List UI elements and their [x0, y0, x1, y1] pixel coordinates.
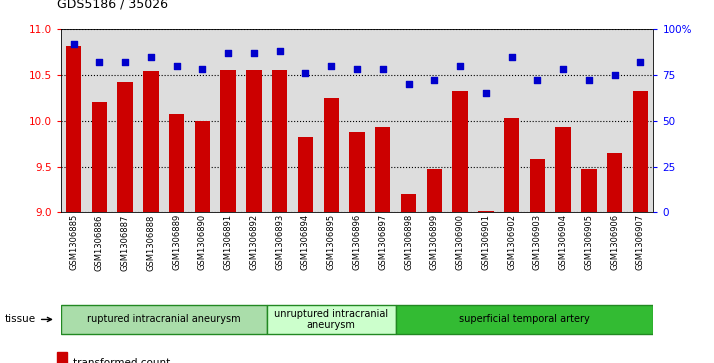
Bar [555, 127, 571, 212]
Text: GSM1306889: GSM1306889 [172, 214, 181, 270]
Bar [66, 45, 81, 212]
Point [94, 59, 105, 65]
Text: unruptured intracranial
aneurysm: unruptured intracranial aneurysm [274, 309, 388, 330]
Bar [323, 98, 339, 212]
Bar [298, 137, 313, 212]
Text: GSM1306888: GSM1306888 [146, 214, 156, 270]
Text: GSM1306894: GSM1306894 [301, 214, 310, 270]
Bar [530, 159, 545, 212]
Point [351, 66, 363, 72]
Text: GSM1306900: GSM1306900 [456, 214, 465, 270]
Bar [143, 71, 159, 212]
Text: GSM1306892: GSM1306892 [249, 214, 258, 270]
Text: GSM1306898: GSM1306898 [404, 214, 413, 270]
Text: GSM1306897: GSM1306897 [378, 214, 387, 270]
Bar [349, 132, 365, 212]
Text: GSM1306899: GSM1306899 [430, 214, 439, 270]
Bar [91, 102, 107, 212]
Point [635, 59, 646, 65]
Bar [478, 211, 493, 212]
Point [300, 70, 311, 76]
Bar [633, 91, 648, 212]
Point [171, 63, 182, 69]
Text: GSM1306905: GSM1306905 [584, 214, 593, 270]
Text: GDS5186 / 35026: GDS5186 / 35026 [57, 0, 168, 11]
Text: tissue: tissue [5, 314, 51, 325]
Bar [272, 70, 288, 212]
Point [609, 72, 620, 78]
Bar [117, 82, 133, 212]
Point [480, 90, 491, 96]
Point [68, 41, 79, 46]
Point [223, 50, 234, 56]
Bar [401, 194, 416, 212]
Text: GSM1306896: GSM1306896 [353, 214, 361, 270]
Text: GSM1306901: GSM1306901 [481, 214, 491, 270]
Point [532, 77, 543, 83]
Bar [221, 70, 236, 212]
Bar [504, 118, 519, 212]
Text: GSM1306906: GSM1306906 [610, 214, 619, 270]
Text: GSM1306885: GSM1306885 [69, 214, 78, 270]
Text: GSM1306890: GSM1306890 [198, 214, 207, 270]
Point [326, 63, 337, 69]
Point [506, 54, 518, 60]
Text: superficial temporal artery: superficial temporal artery [459, 314, 590, 325]
Point [145, 54, 156, 60]
Text: GSM1306887: GSM1306887 [121, 214, 130, 270]
Point [119, 59, 131, 65]
Bar [375, 127, 391, 212]
Bar [396, 305, 653, 334]
Point [196, 66, 208, 72]
Text: GSM1306903: GSM1306903 [533, 214, 542, 270]
Text: GSM1306891: GSM1306891 [223, 214, 233, 270]
Point [274, 48, 286, 54]
Text: GSM1306902: GSM1306902 [507, 214, 516, 270]
Bar [61, 305, 267, 334]
Bar [58, 352, 67, 363]
Point [428, 77, 440, 83]
Bar [581, 169, 597, 212]
Bar [169, 114, 184, 212]
Text: transformed count: transformed count [74, 358, 171, 363]
Point [377, 66, 388, 72]
Bar [453, 91, 468, 212]
Bar [246, 70, 261, 212]
Text: GSM1306907: GSM1306907 [636, 214, 645, 270]
Bar [195, 121, 210, 212]
Point [248, 50, 260, 56]
Text: GSM1306893: GSM1306893 [275, 214, 284, 270]
Point [558, 66, 569, 72]
Bar [607, 153, 623, 212]
Text: GSM1306895: GSM1306895 [327, 214, 336, 270]
Point [403, 81, 414, 87]
Bar [426, 169, 442, 212]
Point [454, 63, 466, 69]
Text: GSM1306904: GSM1306904 [558, 214, 568, 270]
Text: GSM1306886: GSM1306886 [95, 214, 104, 270]
Text: ruptured intracranial aneurysm: ruptured intracranial aneurysm [87, 314, 241, 325]
Point [583, 77, 595, 83]
Bar [267, 305, 396, 334]
